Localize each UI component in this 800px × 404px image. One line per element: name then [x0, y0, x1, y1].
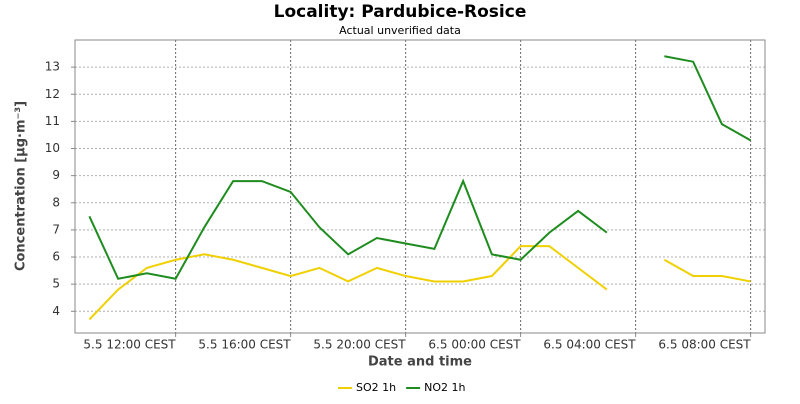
x-tick-label: 5.5 20:00 CEST	[313, 338, 406, 352]
y-tick-label: 9	[52, 168, 60, 182]
x-tick-label: 5.5 16:00 CEST	[198, 338, 291, 352]
y-tick-label: 8	[52, 195, 60, 209]
x-tick-label: 6.5 08:00 CEST	[658, 338, 751, 352]
x-axis-label: Date and time	[368, 355, 472, 370]
x-tick-label: 6.5 04:00 CEST	[543, 338, 636, 352]
y-tick-label: 13	[45, 60, 60, 74]
y-tick-label: 10	[45, 141, 60, 155]
y-tick-label: 12	[45, 87, 60, 101]
y-tick-label: 7	[52, 222, 60, 236]
y-tick-label: 11	[45, 114, 60, 128]
x-tick-label: 6.5 00:00 CEST	[428, 338, 521, 352]
y-tick-label: 6	[52, 250, 60, 264]
chart-title: Locality: Pardubice-Rosice	[274, 2, 527, 22]
chart-subtitle: Actual unverified data	[339, 24, 461, 37]
plot-frame	[74, 39, 766, 334]
series-line	[88, 245, 751, 321]
y-tick-label: 4	[52, 304, 60, 318]
series-line	[88, 55, 752, 280]
legend-label: SO2 1h	[356, 381, 396, 394]
y-tick-label: 5	[52, 277, 60, 291]
legend-label: NO2 1h	[424, 381, 465, 394]
y-axis-label: Concentration [µg·m⁻³]	[14, 101, 29, 271]
x-tick-label: 5.5 12:00 CEST	[83, 338, 176, 352]
